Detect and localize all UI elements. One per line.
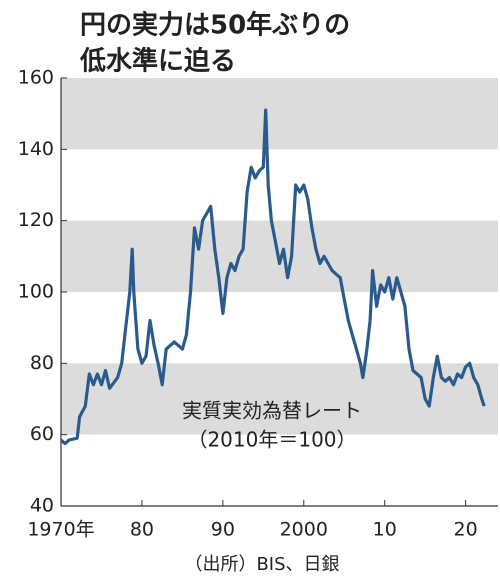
x-tick-label: 1970年 bbox=[27, 519, 94, 541]
source: （出所）BIS、日銀 bbox=[184, 554, 339, 575]
y-tick-label: 60 bbox=[30, 423, 54, 445]
annotation: （2010年＝100） bbox=[187, 428, 356, 452]
y-tick-label: 80 bbox=[30, 352, 54, 374]
chart-title: 円の実力は50年ぶりの bbox=[80, 10, 350, 41]
y-tick-label: 120 bbox=[18, 209, 54, 231]
annotation: 実質実効為替レート bbox=[182, 399, 362, 423]
x-tick-label: 90 bbox=[211, 519, 235, 541]
x-tick-label: 20 bbox=[454, 519, 478, 541]
y-tick-label: 100 bbox=[18, 281, 54, 303]
x-tick-label: 80 bbox=[130, 519, 154, 541]
y-tick-label: 160 bbox=[18, 67, 54, 89]
grid-band bbox=[61, 78, 498, 150]
y-tick-label: 40 bbox=[30, 495, 54, 517]
x-tick-label: 2000 bbox=[280, 519, 328, 541]
y-tick-label: 140 bbox=[18, 138, 54, 160]
data-line bbox=[59, 108, 486, 446]
x-tick-label: 10 bbox=[373, 519, 397, 541]
chart-title: 低水準に迫る bbox=[79, 46, 236, 77]
